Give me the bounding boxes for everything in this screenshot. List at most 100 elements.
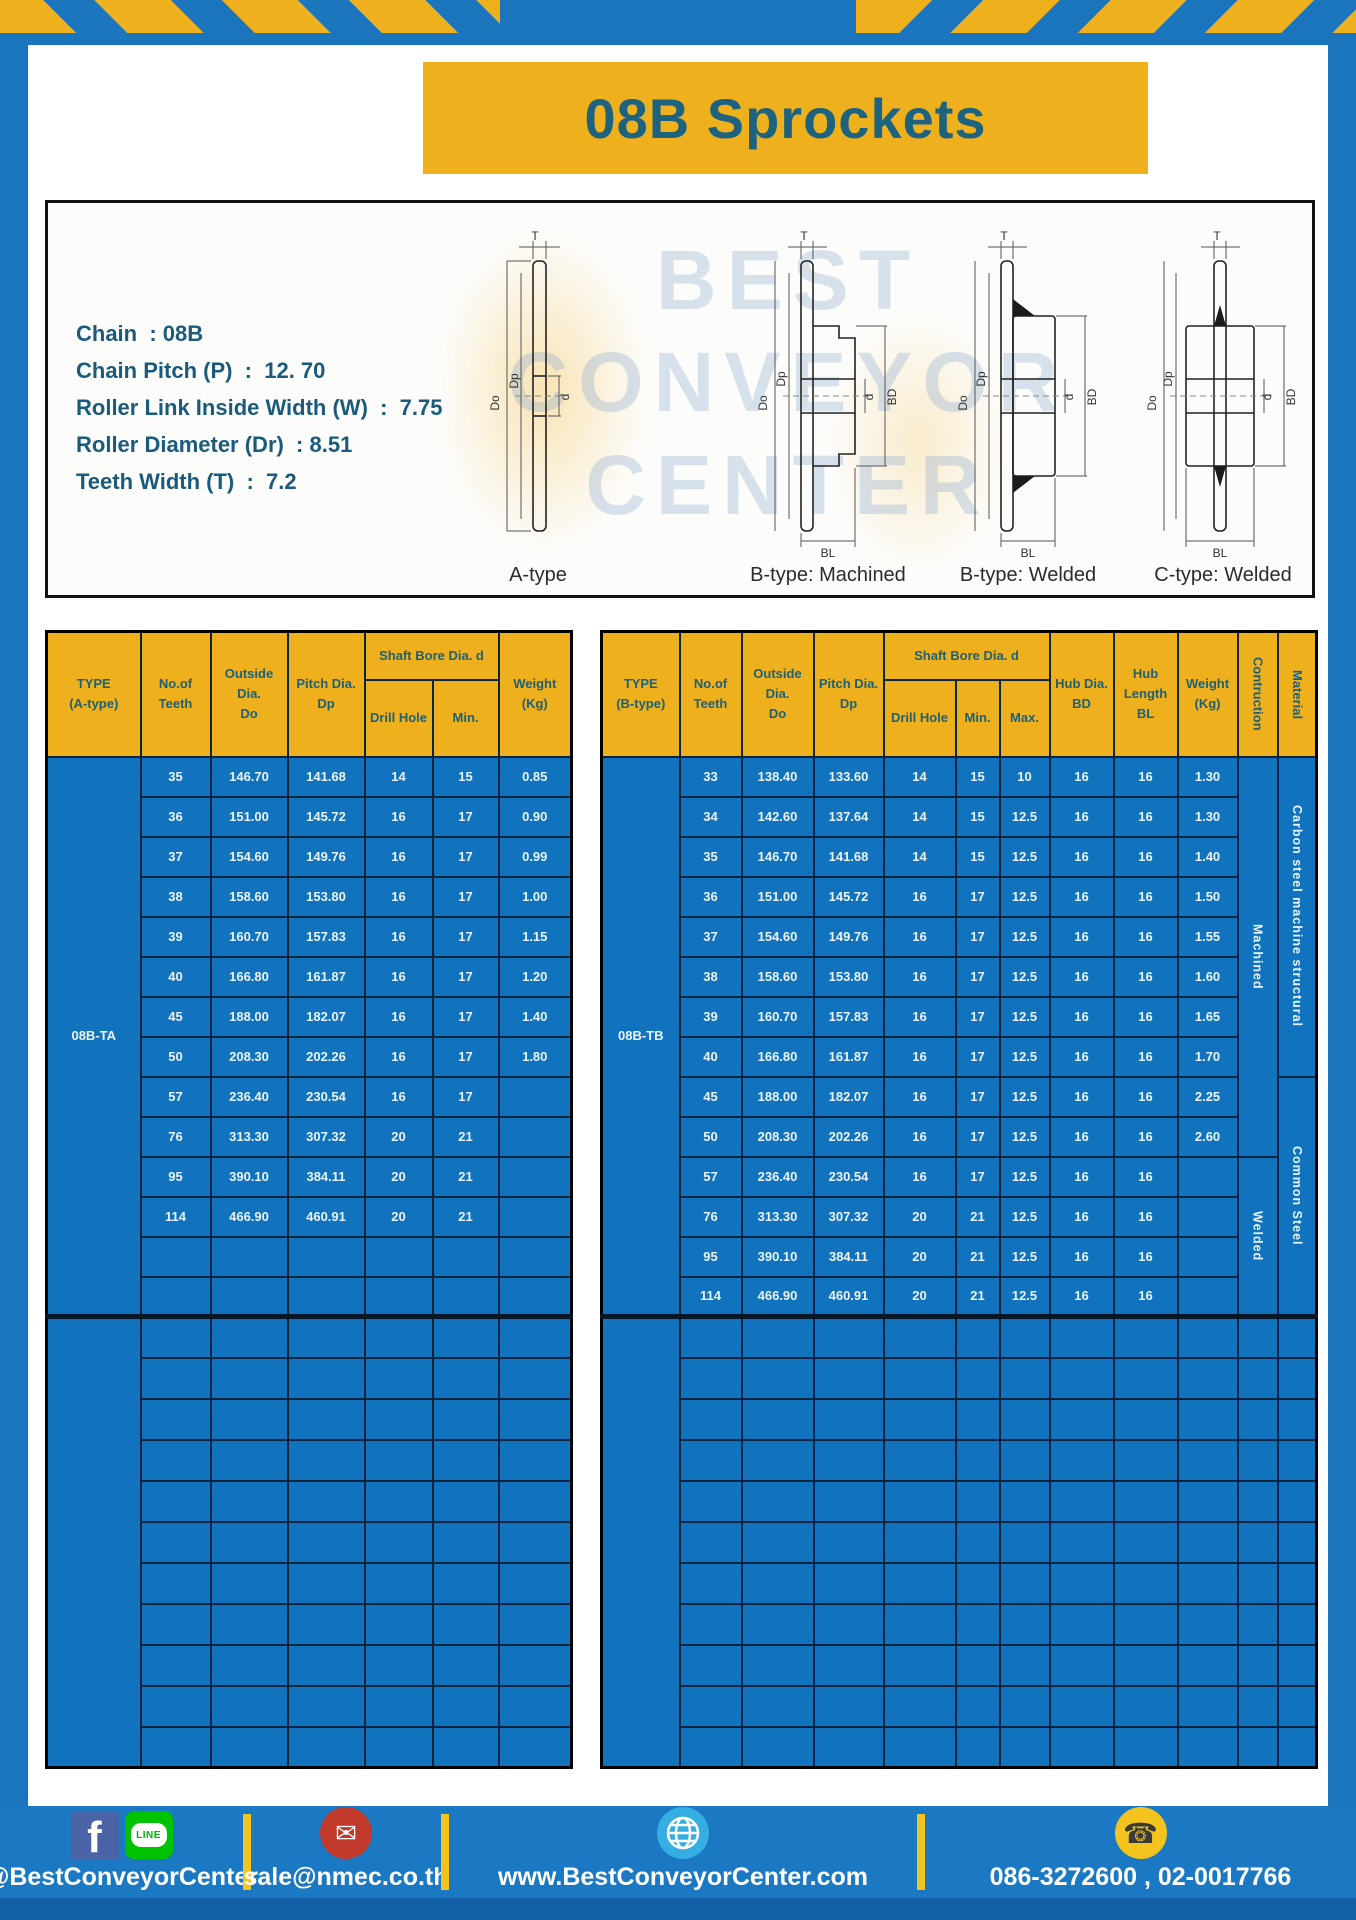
svg-text:T: T (800, 231, 808, 243)
table-row (602, 1479, 1318, 1523)
table-cell (1236, 1520, 1279, 1564)
table-cell: 313.30 (209, 1115, 289, 1158)
header-shaft-bore: Shaft Bore Dia. d (882, 630, 1051, 681)
table-cell (497, 1314, 573, 1359)
table-cell (812, 1397, 885, 1441)
table-cell: 1.70 (1176, 1035, 1239, 1078)
table-cell (740, 1602, 815, 1646)
table-cell: 151.00 (740, 875, 815, 918)
footer-social-section: f LINE @BestConveyorCenter (0, 1806, 258, 1898)
table-row: 08B-TA 35 146.70 141.68 14 15 0.85 (45, 755, 573, 1318)
table-cell (209, 1684, 289, 1728)
table-cell: 12.5 (998, 915, 1051, 958)
table-row: TYPE (A-type) No.of Teeth Outside Dia. Do P… (45, 630, 573, 758)
table-cell: 17 (431, 795, 500, 838)
table-cell (740, 1725, 815, 1769)
table-cell: 161.87 (812, 1035, 885, 1078)
svg-text:Do: Do (956, 395, 970, 411)
table-row (602, 1725, 1318, 1769)
header-min: Min. (954, 678, 1001, 758)
table-cell (431, 1725, 500, 1769)
table-cell: 16 (363, 795, 434, 838)
table-cell: 14 (363, 755, 434, 798)
header-pitch-dia: Pitch Dia. Dp (812, 630, 885, 758)
table-cell: 153.80 (286, 875, 366, 918)
right-border (1328, 45, 1356, 1806)
table-cell (740, 1438, 815, 1482)
table-row (47, 1602, 573, 1646)
table-cell (954, 1479, 1001, 1523)
table-cell: 1.40 (497, 995, 573, 1038)
table-cell: 16 (882, 875, 957, 918)
c-type-welded-drawing: T Do Dp d BD BL (1145, 231, 1298, 560)
table-cell: 16 (882, 995, 957, 1038)
table-row (47, 1356, 573, 1400)
table-cell: 14 (882, 795, 957, 838)
table-row: 45 188.00 182.07 16 17 12.5 16 16 2.25 Common Ste… (602, 1075, 1318, 1318)
table-cell: 161.87 (286, 955, 366, 998)
table-cell (678, 1314, 743, 1359)
table-cell (286, 1520, 366, 1564)
table-cell: 1.55 (1176, 915, 1239, 958)
header-weight: Weight (Kg) (1176, 630, 1239, 758)
table-cell (139, 1397, 212, 1441)
table-cell (431, 1356, 500, 1400)
line-label: LINE (130, 1823, 167, 1847)
header-min: Min. (431, 678, 500, 758)
table-cell: 151.00 (209, 795, 289, 838)
table-cell: 16 (1112, 835, 1179, 878)
table-cell (431, 1684, 500, 1728)
table-cell (363, 1725, 434, 1769)
header-hub-dia: Hub Dia. BD (1048, 630, 1115, 758)
caption-b-type-welded: B-type: Welded (959, 564, 1097, 586)
table-cell (1048, 1684, 1115, 1728)
table-cell: 40 (139, 955, 212, 998)
table-cell (740, 1684, 815, 1728)
table-cell (998, 1520, 1051, 1564)
table-cell (812, 1438, 885, 1482)
table-cell (363, 1397, 434, 1441)
table-cell (1176, 1684, 1239, 1728)
a-type-sprocket-table: TYPE (A-type) No.of Teeth Outside Dia. Do P… (45, 630, 573, 1769)
table-cell: 1.65 (1176, 995, 1239, 1038)
table-cell (1048, 1725, 1115, 1769)
table-row (47, 1520, 573, 1564)
caption-b-type-machined: B-type: Machined (750, 564, 906, 586)
table-cell (286, 1356, 366, 1400)
table-cell: 17 (431, 1075, 500, 1118)
table-cell (1236, 1356, 1279, 1400)
table-cell: 16 (1112, 995, 1179, 1038)
table-row (602, 1643, 1318, 1687)
table-cell (431, 1235, 500, 1278)
table-row (602, 1561, 1318, 1605)
spec-chain: Chain : 08B (76, 321, 204, 346)
table-cell: 202.26 (812, 1115, 885, 1158)
table-cell (286, 1602, 366, 1646)
table-cell (497, 1235, 573, 1278)
figure-a-type: T Do Dp d A-type (453, 231, 623, 587)
table-cell: 16 (1112, 1275, 1179, 1318)
table-cell (882, 1520, 957, 1564)
table-cell (1176, 1195, 1239, 1238)
table-row: 40 166.80 161.87 16 17 1.20 (47, 955, 573, 998)
footer-bar: f LINE @BestConveyorCenter ✉ sale@nmec.c… (0, 1806, 1356, 1898)
table-cell: 12.5 (998, 875, 1051, 918)
table-row (602, 1397, 1318, 1441)
table-cell (1236, 1479, 1279, 1523)
table-cell (1176, 1235, 1239, 1278)
figure-c-type-welded: T Do Dp d BD BL C-typ (1138, 231, 1308, 587)
table-row: TYPE (B-type) No.of Teeth Outside Dia. Do P… (600, 630, 1318, 758)
table-cell (139, 1235, 212, 1278)
table-row: Drill Hole Min. (47, 678, 572, 758)
phone-glyph: ☎ (1123, 1817, 1158, 1849)
table-cell (139, 1561, 212, 1605)
table-cell (286, 1561, 366, 1605)
table-cell: 16 (1048, 995, 1115, 1038)
table-cell (497, 1275, 573, 1318)
svg-text:d: d (1062, 394, 1076, 401)
table-cell: 21 (954, 1235, 1001, 1278)
table-cell: 16 (882, 1075, 957, 1118)
table-cell (363, 1314, 434, 1359)
table-cell: 1.60 (1176, 955, 1239, 998)
table-cell: 390.10 (740, 1235, 815, 1278)
